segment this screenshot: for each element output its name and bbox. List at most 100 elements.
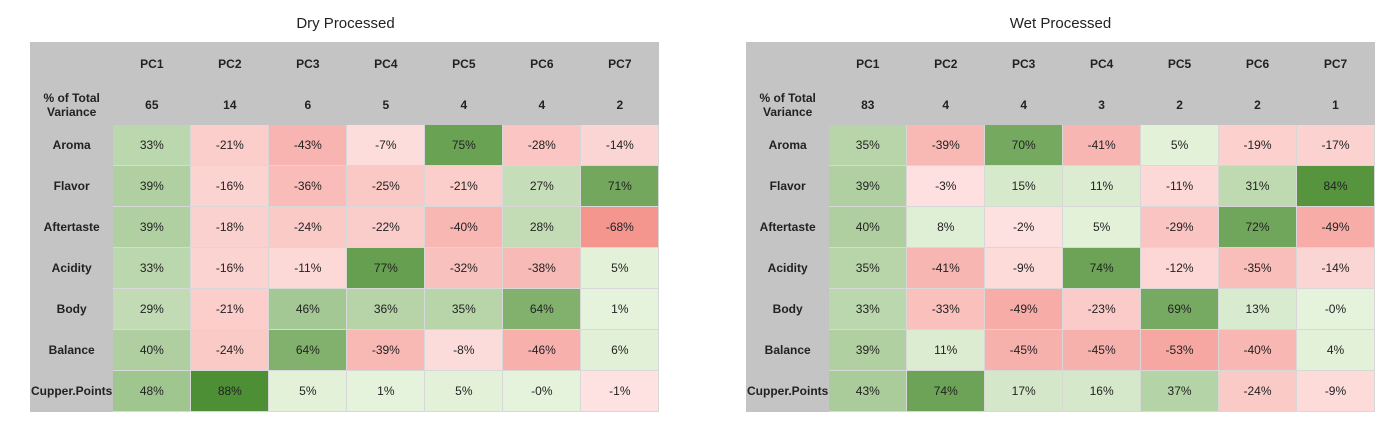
heatmap-cell: 71% [580, 165, 660, 207]
heatmap-cell: -40% [424, 206, 504, 248]
heatmap-cell: -9% [984, 247, 1064, 289]
heatmap-cell: 64% [502, 288, 582, 330]
row-label: Cupper.Points [745, 370, 830, 412]
heatmap-cell: -21% [190, 288, 270, 330]
heatmap-cell: -18% [190, 206, 270, 248]
table-row: Acidity 33% -16% -11% 77% -32% -38% 5% [29, 247, 660, 289]
heatmap-cell: 11% [906, 329, 986, 371]
variance-value: 4 [424, 85, 504, 125]
row-label: Body [745, 288, 830, 330]
row-label: Aftertaste [29, 206, 114, 248]
heatmap-cell: 69% [1140, 288, 1220, 330]
heatmap-cell: -36% [268, 165, 348, 207]
heatmap-cell: -2% [984, 206, 1064, 248]
heatmap-cell: 72% [1218, 206, 1297, 248]
heatmap-cell: 11% [1062, 165, 1142, 207]
heatmap-cell: -49% [1295, 206, 1376, 248]
heatmap-cell: -25% [346, 165, 426, 207]
heatmap-cell: 84% [1295, 165, 1376, 207]
row-label: Cupper.Points [29, 370, 114, 412]
heatmap-cell: 39% [828, 329, 908, 371]
row-label: Flavor [29, 165, 114, 207]
heatmap-cell: -41% [906, 247, 986, 289]
heatmap-body: Aroma 33% -21% -43% -7% 75% -28% -14% Flavor 39% -… [29, 124, 660, 412]
variance-value: 4 [984, 85, 1064, 125]
variance-value: 4 [502, 85, 582, 125]
heatmap-cell: -1% [580, 370, 660, 412]
heatmap-body: Aroma 35% -39% 70% -41% 5% -19% -17% Flavor 39% -3… [745, 124, 1376, 412]
heatmap-cell: 31% [1218, 165, 1297, 207]
variance-value: 14 [190, 85, 270, 125]
row-label: Body [29, 288, 114, 330]
heatmap-cell: -12% [1140, 247, 1220, 289]
heatmap-cell: 35% [424, 288, 504, 330]
heatmap-cell: 33% [112, 124, 192, 166]
heatmap-table: PC1 PC2 PC3 PC4 PC5 PC6 PC7 % of Total V… [29, 42, 660, 412]
heatmap-cell: 33% [112, 247, 192, 289]
heatmap-cell: 39% [112, 206, 192, 248]
heatmap-cell: -40% [1218, 329, 1297, 371]
heatmap-cell: 29% [112, 288, 192, 330]
heatmap-cell: 77% [346, 247, 426, 289]
table-row: Aroma 35% -39% 70% -41% 5% -19% -17% [745, 124, 1376, 166]
heatmap-cell: 27% [502, 165, 582, 207]
variance-label: % of Total Variance [29, 85, 114, 125]
variance-value: 2 [580, 85, 660, 125]
table-row: Acidity 35% -41% -9% 74% -12% -35% -14% [745, 247, 1376, 289]
heatmap-cell: -53% [1140, 329, 1220, 371]
heatmap-cell: -24% [268, 206, 348, 248]
heatmap-cell: -24% [190, 329, 270, 371]
row-label: Balance [29, 329, 114, 371]
table-row: Balance 39% 11% -45% -45% -53% -40% 4% [745, 329, 1376, 371]
corner-cell [29, 42, 114, 86]
heatmap-cell: -45% [984, 329, 1064, 371]
row-label: Acidity [29, 247, 114, 289]
heatmap-cell: -46% [502, 329, 582, 371]
heatmap-cell: -7% [346, 124, 426, 166]
variance-value: 1 [1295, 85, 1376, 125]
column-header: PC7 [580, 42, 660, 86]
heatmap-cell: -22% [346, 206, 426, 248]
column-header: PC2 [190, 42, 270, 86]
row-label: Flavor [745, 165, 830, 207]
row-label: Aroma [29, 124, 114, 166]
heatmap-cell: 36% [346, 288, 426, 330]
row-label: Balance [745, 329, 830, 371]
heatmap-cell: -38% [502, 247, 582, 289]
heatmap-cell: -24% [1218, 370, 1297, 412]
column-header: PC3 [984, 42, 1064, 86]
table-row: Body 29% -21% 46% 36% 35% 64% 1% [29, 288, 660, 330]
heatmap-cell: 64% [268, 329, 348, 371]
chart-title: Dry Processed [296, 15, 395, 32]
heatmap-cell: -19% [1218, 124, 1297, 166]
heatmap-cell: 39% [828, 165, 908, 207]
corner-cell [745, 42, 830, 86]
heatmap-cell: -21% [190, 124, 270, 166]
heatmap-cell: -0% [1295, 288, 1376, 330]
heatmap-cell: 28% [502, 206, 582, 248]
column-header: PC6 [1218, 42, 1297, 86]
heatmap-cell: 15% [984, 165, 1064, 207]
heatmap-cell: 5% [424, 370, 504, 412]
heatmap-cell: -17% [1295, 124, 1376, 166]
heatmap-cell: 5% [1140, 124, 1220, 166]
heatmap-cell: -45% [1062, 329, 1142, 371]
heatmap-cell: -21% [424, 165, 504, 207]
heatmap-cell: 35% [828, 124, 908, 166]
heatmap-cell: -14% [1295, 247, 1376, 289]
column-header: PC4 [1062, 42, 1142, 86]
heatmap-cell: 40% [112, 329, 192, 371]
heatmap-cell: 4% [1295, 329, 1376, 371]
heatmap-cell: 13% [1218, 288, 1297, 330]
variance-value: 4 [906, 85, 986, 125]
heatmap-cell: -11% [268, 247, 348, 289]
heatmap-cell: -3% [906, 165, 986, 207]
column-header: PC3 [268, 42, 348, 86]
heatmap-cell: 5% [580, 247, 660, 289]
heatmap-cell: 17% [984, 370, 1064, 412]
heatmap-cell: 5% [268, 370, 348, 412]
heatmap-table: PC1 PC2 PC3 PC4 PC5 PC6 PC7 % of Total V… [745, 42, 1376, 412]
heatmap-cell: -39% [906, 124, 986, 166]
heatmap-cell: -0% [502, 370, 582, 412]
table-row: Aftertaste 40% 8% -2% 5% -29% 72% -49% [745, 206, 1376, 248]
